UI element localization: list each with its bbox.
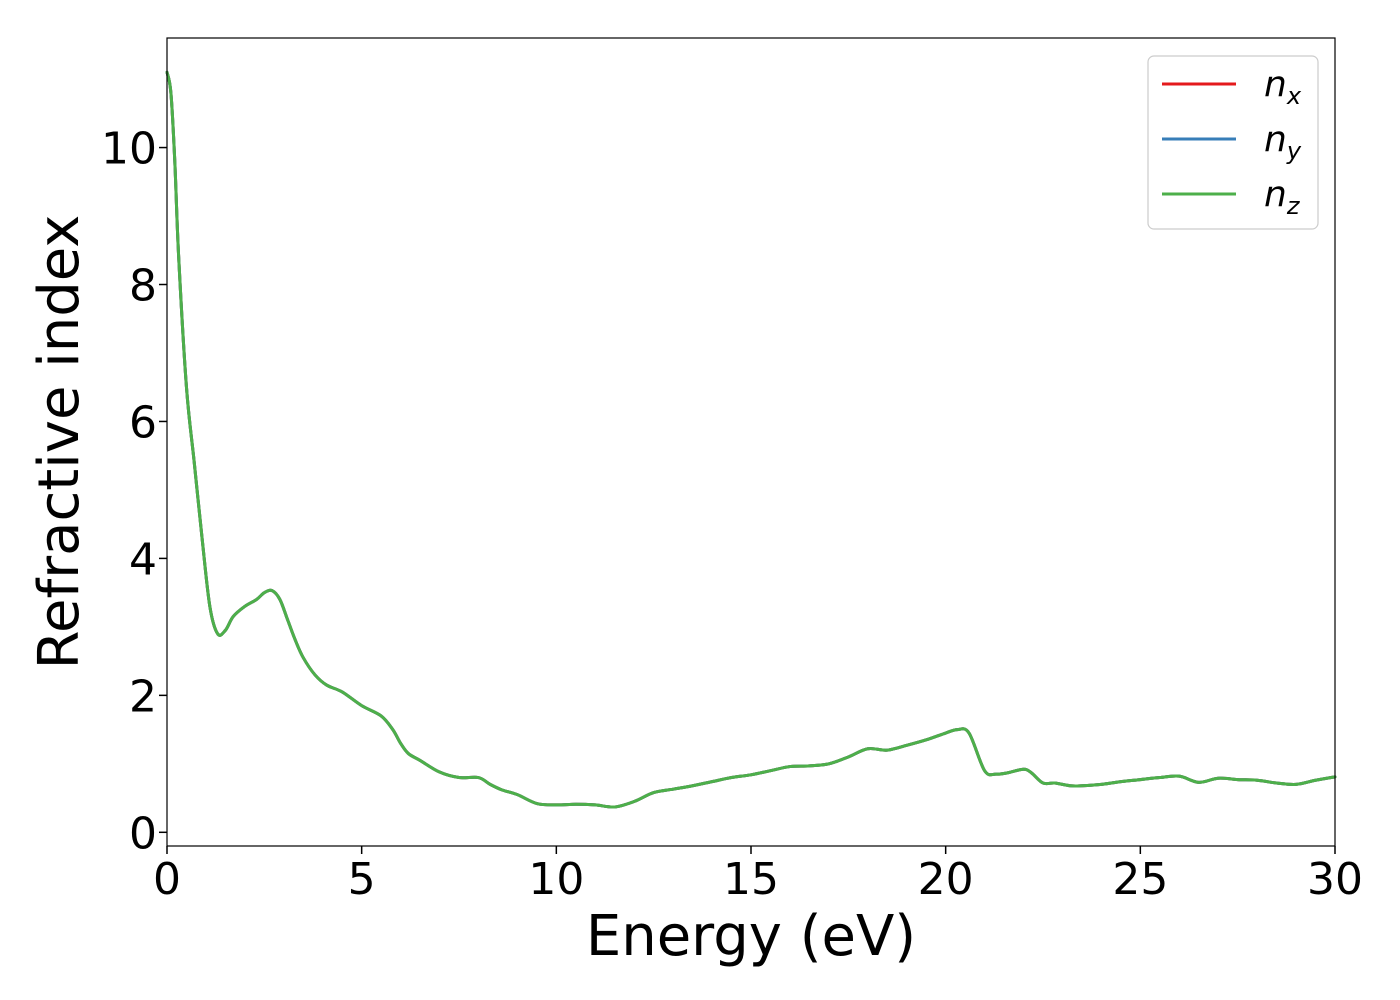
legend-label-nz: nz xyxy=(1264,174,1301,220)
x-tick-label: 0 xyxy=(153,854,181,905)
x-tick-label: 20 xyxy=(918,854,974,905)
legend-label-ny: ny xyxy=(1264,119,1302,165)
legend-label-base: n xyxy=(1264,119,1287,160)
legend-label-nx: nx xyxy=(1264,64,1302,110)
series-layer xyxy=(165,70,1337,809)
legend-label-subscript: z xyxy=(1286,192,1301,220)
y-tick-label: 6 xyxy=(129,397,157,448)
series-line-nz xyxy=(165,70,1337,809)
y-tick-label: 0 xyxy=(129,808,157,859)
legend-label-base: n xyxy=(1264,174,1287,215)
y-tick-label: 4 xyxy=(129,534,157,585)
x-tick-label: 15 xyxy=(723,854,779,905)
x-tick-label: 5 xyxy=(348,854,376,905)
y-tick-label: 10 xyxy=(101,124,157,175)
legend-box xyxy=(1147,55,1319,230)
legend-label-subscript: y xyxy=(1286,137,1302,165)
y-tick-label: 2 xyxy=(129,671,157,722)
legend-label-subscript: x xyxy=(1286,82,1302,110)
legend-label-base: n xyxy=(1264,64,1287,105)
x-axis-title: Energy (eV) xyxy=(586,904,916,969)
x-axis-ticks: 0 5 10 15 20 25 30 xyxy=(153,846,1363,905)
x-tick-label: 25 xyxy=(1112,854,1168,905)
x-tick-label: 30 xyxy=(1307,854,1363,905)
x-tick-label: 10 xyxy=(528,854,584,905)
y-axis-ticks: 0 2 4 6 8 10 xyxy=(101,124,167,859)
y-tick-label: 8 xyxy=(129,261,157,312)
y-axis-title: Refractive index xyxy=(27,215,92,670)
